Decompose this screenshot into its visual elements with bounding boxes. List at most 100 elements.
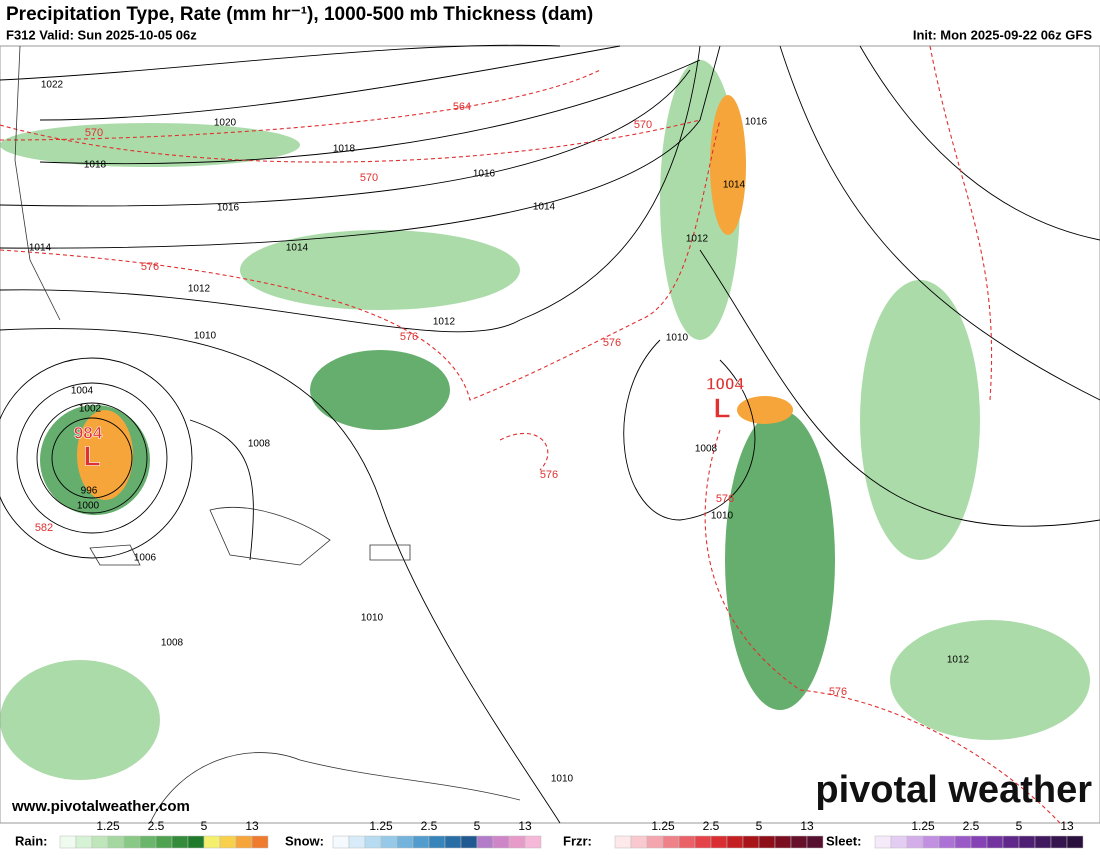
thickness-label: 576 xyxy=(716,493,734,505)
legend-scale-label: 13 xyxy=(518,819,532,833)
legend-scale-label: 1.25 xyxy=(911,819,935,833)
legend-swatch xyxy=(476,835,494,849)
legend-swatch xyxy=(492,835,510,849)
legend-swatch xyxy=(954,835,972,849)
thickness-label: 576 xyxy=(141,261,159,273)
legend-swatch xyxy=(874,835,892,849)
legend-swatch xyxy=(890,835,908,849)
legend-swatch xyxy=(1018,835,1036,849)
legend-swatch xyxy=(662,835,680,849)
legend-swatch xyxy=(524,835,542,849)
thickness-label: 576 xyxy=(400,331,418,343)
legend-swatch xyxy=(986,835,1004,849)
thickness-lines xyxy=(0,45,1061,824)
legend-swatch xyxy=(678,835,696,849)
low-pressure-value: 1004 xyxy=(706,374,744,393)
site-url: www.pivotalweather.com xyxy=(11,798,190,815)
legend-swatch xyxy=(630,835,648,849)
isobar-label: 1008 xyxy=(248,439,271,450)
legend-swatch xyxy=(460,835,478,849)
isobar-label: 1006 xyxy=(134,553,157,564)
legend-swatch xyxy=(139,835,157,849)
map-labels: 1022 1020 1018 1018 1016 1016 1014 1014 1014 1012… xyxy=(29,80,970,785)
isobar-label: 1008 xyxy=(695,444,718,455)
legend-swatch xyxy=(59,835,77,849)
legend-scale-label: 1.25 xyxy=(96,819,120,833)
isobar-label: 1010 xyxy=(551,774,574,785)
isobar-label: 1020 xyxy=(214,118,237,129)
precipitation xyxy=(0,60,1090,780)
isobar-label: 1016 xyxy=(473,169,496,180)
legend-swatch xyxy=(938,835,956,849)
legend-label: Frzr: xyxy=(563,833,592,848)
legend-scale-label: 2.5 xyxy=(148,819,165,833)
legend-swatch xyxy=(123,835,141,849)
isobar-label: 1012 xyxy=(188,284,211,295)
isobar-label: 1012 xyxy=(947,655,970,666)
thickness-label: 570 xyxy=(634,119,652,131)
legend-scale-label: 13 xyxy=(245,819,259,833)
legend-swatch xyxy=(444,835,462,849)
legend-swatch xyxy=(107,835,125,849)
legend-swatch xyxy=(364,835,382,849)
legend-swatch xyxy=(1050,835,1068,849)
legend-scale-label: 2.5 xyxy=(963,819,980,833)
legend-swatch xyxy=(646,835,664,849)
title: Precipitation Type, Rate (mm hr⁻¹), 1000… xyxy=(6,4,593,25)
legend-swatch xyxy=(742,835,760,849)
legend-swatch xyxy=(922,835,940,849)
low-symbol: L xyxy=(83,440,100,471)
thickness-label: 576 xyxy=(829,686,847,698)
legend-scale-label: 13 xyxy=(800,819,814,833)
isobar-label: 1014 xyxy=(29,243,52,254)
thickness-label: 576 xyxy=(540,469,558,481)
init-time: Init: Mon 2025-09-22 06z GFS xyxy=(913,27,1092,42)
legend-swatch xyxy=(694,835,712,849)
isobar-label: 1008 xyxy=(161,638,184,649)
isobar-label: 1014 xyxy=(723,180,746,191)
legend-swatch xyxy=(251,835,269,849)
legend-scale-label: 1.25 xyxy=(369,819,393,833)
isobar-label: 1010 xyxy=(711,511,734,522)
isobar-label: 1016 xyxy=(745,117,768,128)
isobar-label: 1002 xyxy=(79,404,102,415)
legend-swatch xyxy=(726,835,744,849)
thickness-label: 576 xyxy=(603,337,621,349)
legend-scale-label: 5 xyxy=(756,819,763,833)
legend-swatch xyxy=(235,835,253,849)
legend-scale-label: 2.5 xyxy=(703,819,720,833)
legend-swatch xyxy=(970,835,988,849)
legend-scale-label: 13 xyxy=(1060,819,1074,833)
legend-swatch xyxy=(906,835,924,849)
legend-scale-label: 5 xyxy=(201,819,208,833)
isobar-label: 1022 xyxy=(41,80,64,91)
legend-scale-label: 5 xyxy=(1016,819,1023,833)
isobars xyxy=(0,44,1100,824)
thickness-label: 564 xyxy=(453,101,471,113)
legend-swatch xyxy=(508,835,526,849)
legend-swatch xyxy=(790,835,808,849)
legend-swatch xyxy=(332,835,350,849)
isobar-label: 1000 xyxy=(77,501,100,512)
low-pressure-value: 984 xyxy=(74,423,103,442)
isobar-label: 1010 xyxy=(666,333,689,344)
thickness-label: 570 xyxy=(85,127,103,139)
legend-swatch xyxy=(758,835,776,849)
legend-swatch xyxy=(428,835,446,849)
isobar-label: 1012 xyxy=(686,234,709,245)
legend-swatch xyxy=(187,835,205,849)
isobar-label: 1010 xyxy=(361,613,384,624)
legend-swatch xyxy=(806,835,824,849)
isobar-label: 1018 xyxy=(333,144,356,155)
legend-swatch xyxy=(203,835,221,849)
legend-swatch xyxy=(348,835,366,849)
isobar-label: 1018 xyxy=(84,160,107,171)
legend-scale-label: 5 xyxy=(474,819,481,833)
legend-swatch xyxy=(171,835,189,849)
isobar-label: 1014 xyxy=(533,202,556,213)
thickness-label: 582 xyxy=(35,522,53,534)
isobar-label: 1012 xyxy=(433,317,456,328)
legend-label: Rain: xyxy=(15,833,48,848)
